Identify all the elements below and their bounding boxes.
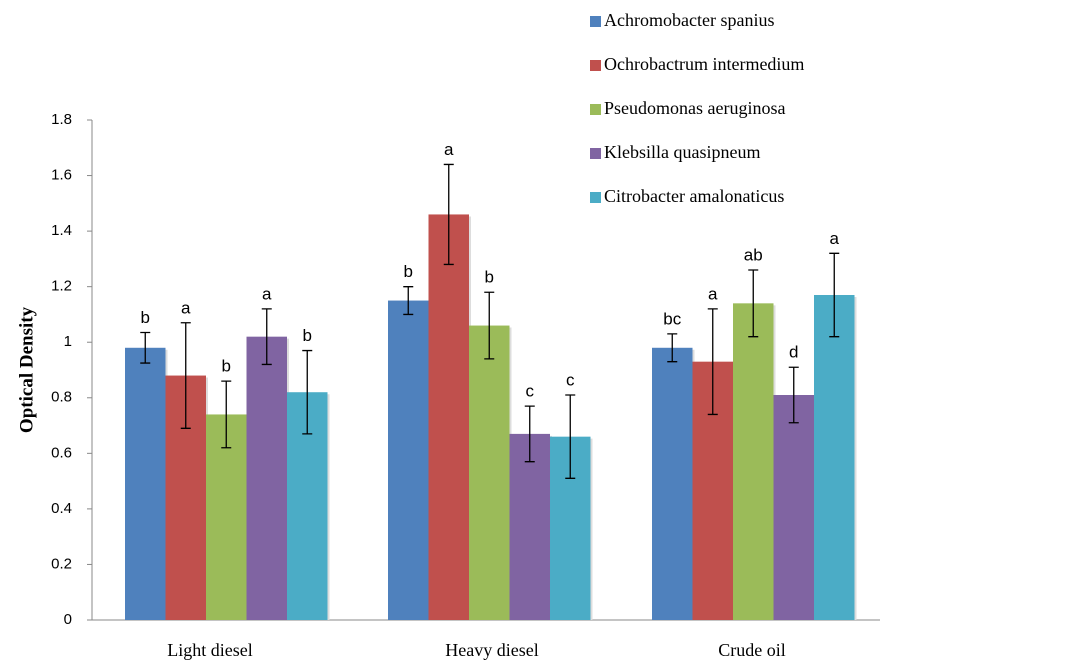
significance-label: a <box>708 284 718 303</box>
y-tick-label: 0.8 <box>51 389 72 406</box>
error-bar <box>302 349 313 435</box>
bar <box>814 295 855 620</box>
bar <box>469 325 510 620</box>
legend-swatch <box>590 192 601 203</box>
significance-label: c <box>526 382 535 401</box>
x-tick-label: Light diesel <box>167 640 252 660</box>
legend-label: Ochrobactrum intermedium <box>604 54 804 74</box>
significance-label: a <box>262 284 272 303</box>
y-tick-label: 0.6 <box>51 444 72 461</box>
legend-swatch <box>590 104 601 115</box>
legend-label: Klebsilla quasipneum <box>604 142 760 162</box>
error-bar <box>565 394 576 479</box>
error-bar <box>667 333 678 363</box>
error-bar <box>788 366 799 424</box>
bar <box>125 347 166 620</box>
y-axis-label: Optical Density <box>16 306 37 433</box>
legend-swatch <box>590 16 601 27</box>
bar <box>652 347 693 620</box>
significance-label: c <box>566 370 575 389</box>
bar <box>206 414 247 620</box>
legend-label: Achromobacter spanius <box>604 10 774 30</box>
bar <box>733 303 774 620</box>
y-tick-label: 1.2 <box>51 278 72 295</box>
legend-swatch <box>590 148 601 159</box>
legend-label: Pseudomonas aeruginosa <box>604 98 785 118</box>
bar <box>388 300 429 620</box>
y-tick-label: 1.4 <box>51 222 72 239</box>
error-bar <box>140 331 151 364</box>
significance-label: d <box>789 343 798 362</box>
error-bar <box>524 405 535 463</box>
significance-label: a <box>830 229 840 248</box>
x-tick-label: Heavy diesel <box>445 640 538 660</box>
y-tick-label: 1.8 <box>51 111 72 128</box>
legend-swatch <box>590 60 601 71</box>
bar <box>773 395 814 620</box>
error-bar <box>829 252 840 338</box>
bar <box>509 433 550 620</box>
error-bar <box>221 380 232 449</box>
significance-label: a <box>181 298 191 317</box>
y-tick-label: 0.2 <box>51 555 72 572</box>
significance-label: b <box>404 262 413 281</box>
significance-label: bc <box>663 309 681 328</box>
significance-label: a <box>444 140 454 159</box>
error-bar <box>403 286 414 316</box>
significance-label: b <box>303 326 312 345</box>
error-bar <box>443 163 454 266</box>
error-bar <box>180 322 191 429</box>
error-bar <box>261 308 272 366</box>
error-bar <box>484 291 495 360</box>
significance-label: b <box>485 268 494 287</box>
error-bar <box>707 308 718 416</box>
y-tick-label: 0 <box>64 611 72 628</box>
significance-label: ab <box>744 245 763 264</box>
bar <box>246 336 287 620</box>
significance-label: b <box>141 308 150 327</box>
error-bar <box>748 269 759 338</box>
y-tick-label: 0.4 <box>51 500 72 517</box>
bar <box>428 214 469 620</box>
significance-label: b <box>222 357 231 376</box>
x-tick-label: Crude oil <box>718 640 786 660</box>
y-tick-label: 1.6 <box>51 167 72 184</box>
y-tick-label: 1 <box>64 333 72 350</box>
legend-label: Citrobacter amalonaticus <box>604 186 784 206</box>
